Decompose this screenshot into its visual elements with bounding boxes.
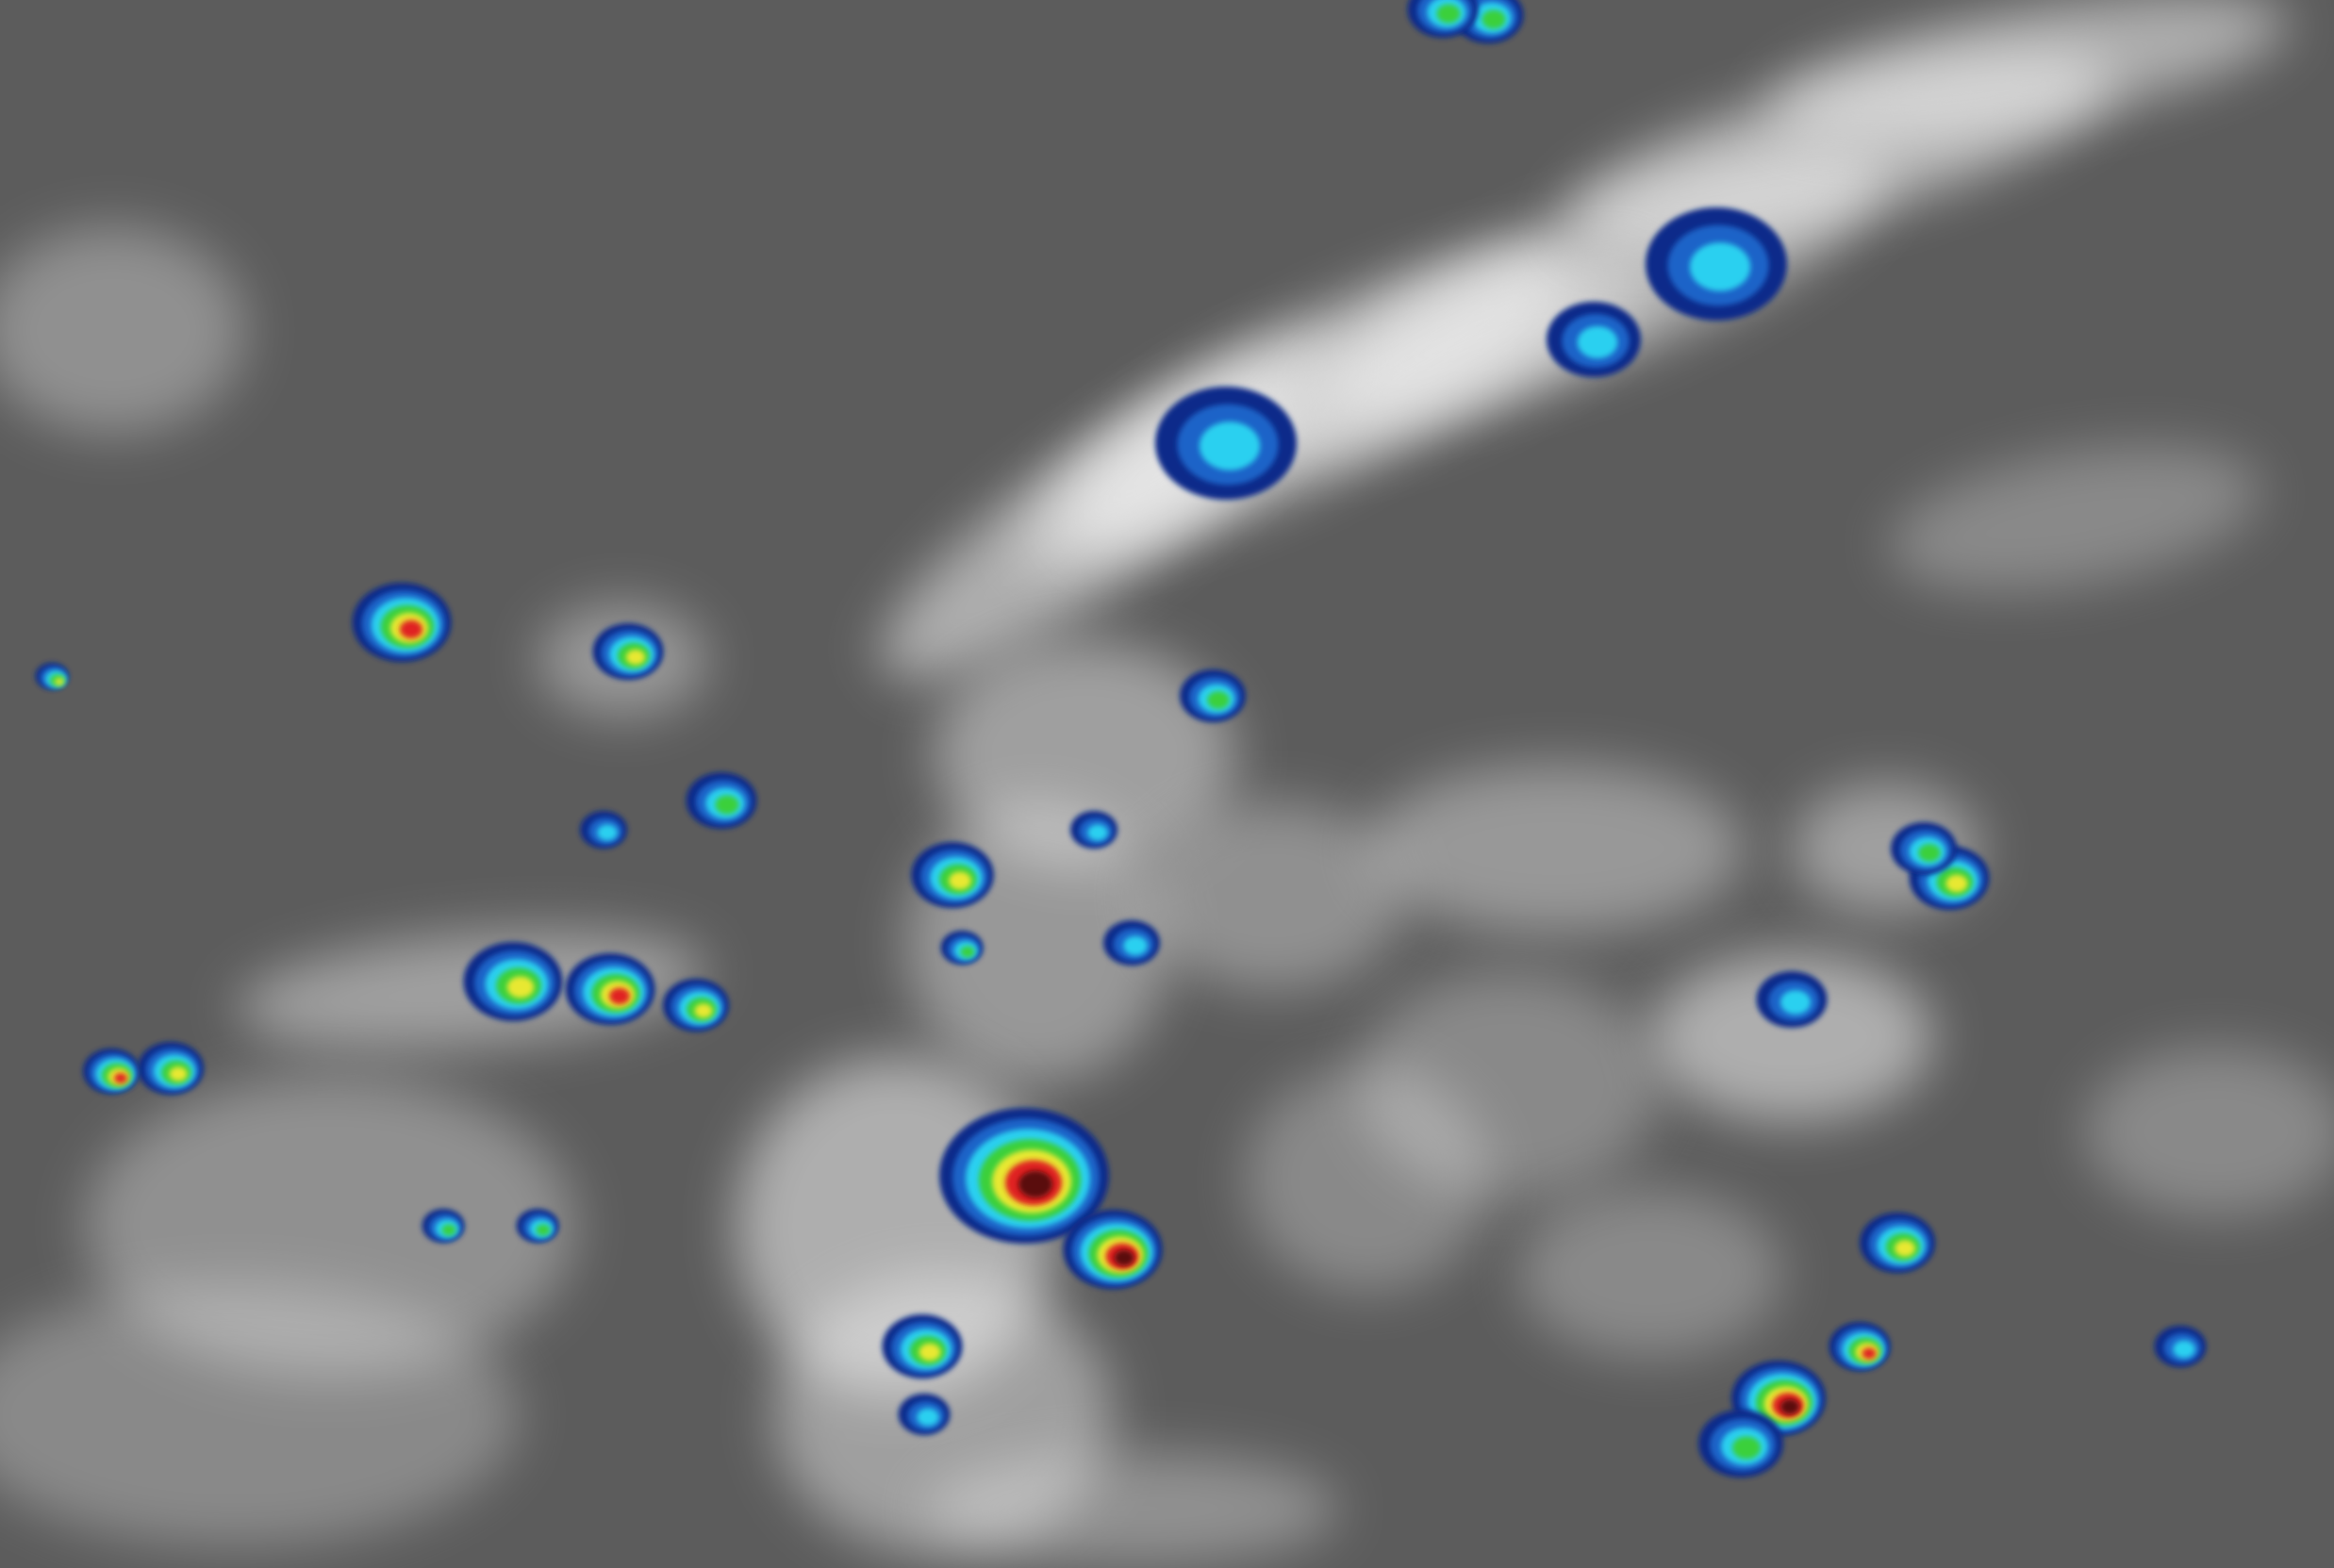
convective-cell [138, 1042, 204, 1095]
cell-band [1918, 844, 1941, 862]
convective-cell [352, 583, 452, 662]
convective-cell [580, 811, 627, 849]
cell-band [1779, 990, 1812, 1015]
convective-cell [939, 1108, 1109, 1244]
cell-band [597, 824, 618, 841]
cell-band [949, 871, 971, 890]
convective-cells [35, 0, 2207, 1477]
convective-cell [83, 1048, 140, 1094]
cloud [1767, 0, 2288, 139]
convective-cell [686, 772, 757, 829]
cell-band [917, 1408, 939, 1427]
cell-band [694, 1003, 713, 1018]
cell-band [919, 1343, 941, 1362]
cell-band [625, 649, 646, 666]
cell-band [1780, 1399, 1799, 1414]
cell-band [1114, 1249, 1134, 1266]
convective-cell [1070, 811, 1117, 849]
cell-band [715, 795, 739, 815]
cell-band [114, 1072, 127, 1084]
cell-band [1577, 325, 1618, 359]
convective-cell [1103, 920, 1160, 966]
convective-cell [422, 1209, 465, 1243]
convective-cell [911, 842, 994, 908]
convective-cell [1829, 1322, 1891, 1371]
convective-cell [1063, 1210, 1163, 1289]
cell-band [1862, 1347, 1877, 1360]
convective-cell [2154, 1326, 2207, 1367]
cell-band [1199, 421, 1261, 470]
cell-band [1895, 1240, 1915, 1257]
convective-cell [898, 1394, 951, 1435]
cloud [1367, 764, 1745, 933]
cloud [1888, 445, 2261, 592]
cell-band [1207, 691, 1230, 709]
cloud [924, 1452, 1339, 1565]
convective-cell [1180, 669, 1246, 722]
cell-band [1689, 242, 1751, 291]
cloud [1245, 1065, 1490, 1292]
cell-band [169, 1066, 188, 1081]
cell-band [1945, 874, 1968, 893]
convective-cell [1698, 1410, 1783, 1477]
convective-cell [1407, 0, 1479, 38]
cell-band [536, 1224, 551, 1236]
cell-band [1018, 1170, 1052, 1198]
convective-cell [1547, 302, 1641, 377]
convective-cell [1891, 822, 1957, 875]
convective-cell [592, 623, 664, 680]
convective-cell [1860, 1213, 1935, 1273]
cloud [1650, 952, 1933, 1122]
cell-band [2173, 1340, 2195, 1359]
convective-cell [1646, 207, 1787, 321]
convective-cell [35, 663, 69, 689]
convective-cell [882, 1314, 963, 1378]
cell-band [441, 1224, 456, 1236]
convective-cell [1756, 971, 1828, 1028]
cell-band [1482, 9, 1506, 29]
convective-cell [463, 942, 563, 1021]
cloud [1518, 1188, 1782, 1358]
cloud [1272, 256, 1651, 460]
cloud [0, 1282, 519, 1546]
convective-cell [1155, 387, 1297, 500]
convective-cell [940, 931, 984, 965]
cell-band [609, 987, 630, 1005]
cell-band [960, 946, 975, 958]
cell-band [1436, 4, 1461, 24]
cell-band [1087, 824, 1108, 841]
cell-band [399, 619, 423, 639]
cell-band [1732, 1436, 1761, 1460]
cloud [2084, 1047, 2334, 1216]
cell-band [506, 976, 535, 999]
cell-band [55, 678, 64, 685]
cloud [0, 226, 245, 434]
cloud [1141, 801, 1405, 990]
convective-cell [516, 1209, 559, 1243]
convective-cell [663, 979, 729, 1032]
convective-cell [565, 953, 655, 1025]
cell-band [1123, 935, 1148, 956]
